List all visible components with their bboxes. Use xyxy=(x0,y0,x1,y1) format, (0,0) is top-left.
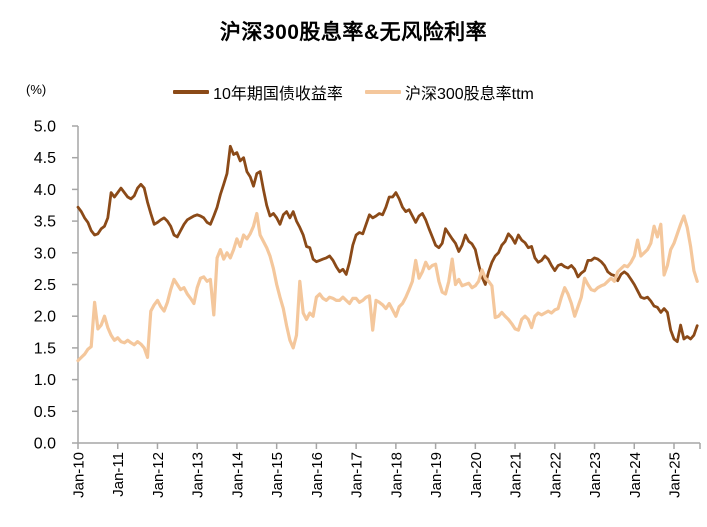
svg-text:5.0: 5.0 xyxy=(34,119,56,136)
svg-text:Jan-18: Jan-18 xyxy=(388,452,405,498)
svg-text:4.5: 4.5 xyxy=(34,150,56,167)
chart-title: 沪深300股息率&无风险利率 xyxy=(219,21,488,44)
svg-text:Jan-11: Jan-11 xyxy=(110,452,127,497)
svg-text:Jan-14: Jan-14 xyxy=(229,452,246,498)
legend-label-treasury-yield: 10年期国债收益率 xyxy=(213,86,343,103)
legend-label-dividend-yield: 沪深300股息率ttm xyxy=(404,86,534,103)
svg-text:1.0: 1.0 xyxy=(34,372,56,389)
svg-text:Jan-13: Jan-13 xyxy=(190,452,207,498)
svg-text:0.5: 0.5 xyxy=(34,404,56,421)
svg-text:Jan-21: Jan-21 xyxy=(508,452,525,498)
svg-text:Jan-19: Jan-19 xyxy=(428,452,445,498)
svg-text:3.0: 3.0 xyxy=(34,245,56,262)
series-line-0 xyxy=(76,144,699,344)
svg-text:Jan-25: Jan-25 xyxy=(667,452,684,498)
svg-text:Jan-20: Jan-20 xyxy=(468,452,485,498)
legend-item-treasury-yield: 10年期国债收益率 xyxy=(173,80,343,104)
series-line-1 xyxy=(76,211,699,363)
y-axis-unit-label: (%) xyxy=(26,82,47,97)
axes: 5.0 4.5 4.0 3.5 3.0 2.5 2.0 1.5 1.0 0.5 0.0 Jan-10 J… xyxy=(34,119,701,498)
dividend-yield-line-swatch xyxy=(364,90,401,94)
legend: 10年期国债收益率 沪深300股息率ttm xyxy=(0,80,707,104)
svg-text:Jan-17: Jan-17 xyxy=(349,452,366,498)
svg-text:2.5: 2.5 xyxy=(34,277,56,294)
svg-text:3.5: 3.5 xyxy=(34,214,56,231)
treasury-yield-line-swatch xyxy=(173,90,210,94)
svg-text:1.5: 1.5 xyxy=(34,340,56,357)
svg-text:4.0: 4.0 xyxy=(34,182,56,199)
svg-text:Jan-10: Jan-10 xyxy=(71,452,88,498)
svg-text:Jan-23: Jan-23 xyxy=(587,452,604,498)
svg-text:Jan-16: Jan-16 xyxy=(309,452,326,498)
svg-text:Jan-22: Jan-22 xyxy=(547,452,564,498)
svg-text:Jan-24: Jan-24 xyxy=(627,452,644,498)
svg-text:Jan-15: Jan-15 xyxy=(269,452,286,498)
series-lines xyxy=(76,144,699,363)
svg-text:2.0: 2.0 xyxy=(34,309,56,326)
svg-text:0.0: 0.0 xyxy=(34,436,56,453)
svg-text:Jan-12: Jan-12 xyxy=(150,452,167,498)
legend-item-dividend-yield: 沪深300股息率ttm xyxy=(364,80,534,104)
